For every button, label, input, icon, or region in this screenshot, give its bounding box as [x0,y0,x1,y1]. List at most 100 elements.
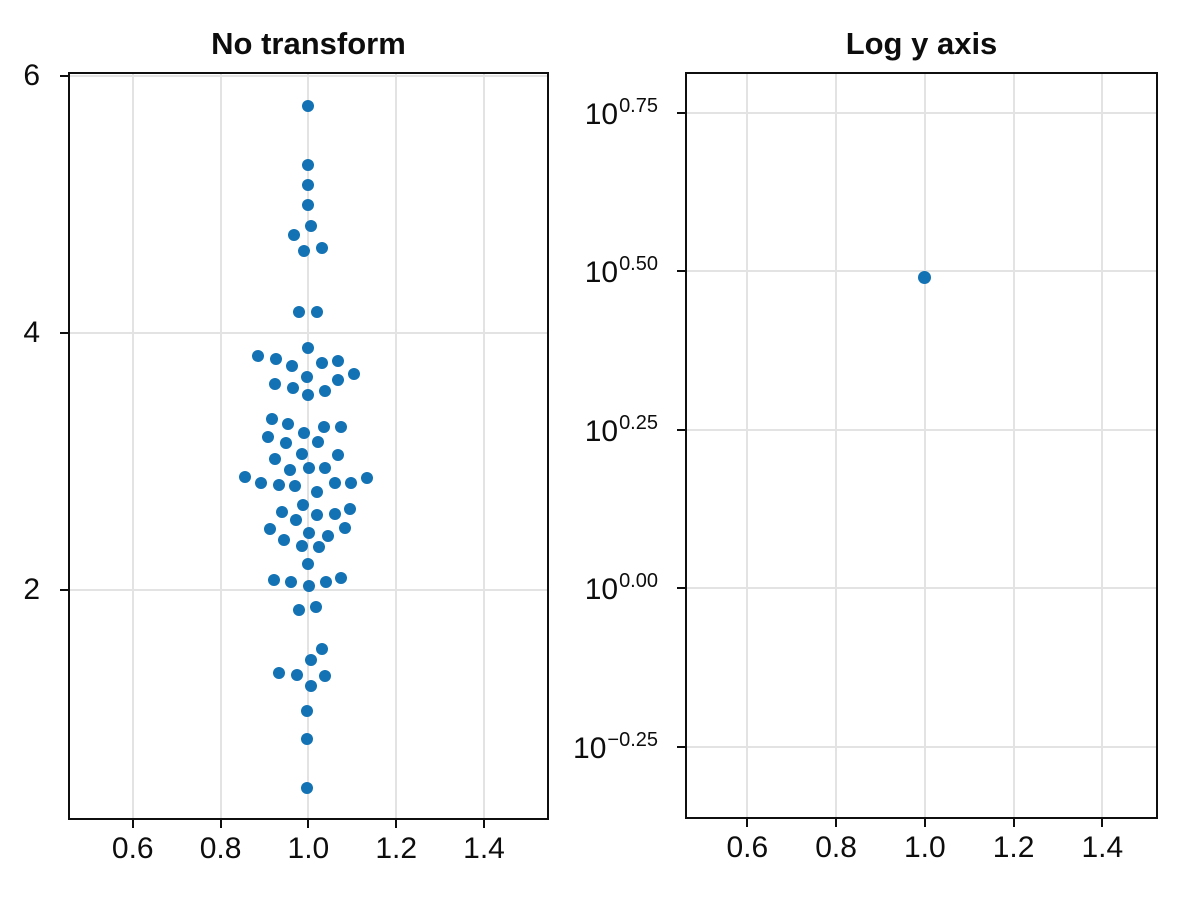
x-tick-label: 0.6 [111,832,154,865]
y-tick-mark [677,111,685,114]
x-tick-mark [219,820,222,828]
x-tick-label: 1.2 [992,831,1035,864]
scatter-dot [283,464,296,477]
x-tick-mark [1101,819,1104,827]
scatter-dot [302,461,315,474]
scatter-dot [292,604,305,617]
scatter-dot [335,572,348,585]
scatter-dot [282,418,295,431]
scatter-dot [335,420,348,433]
scatter-dot [301,342,314,355]
scatter-dot [301,99,314,112]
y-tick-exponent: 0.75 [619,94,658,117]
scatter-dot [301,198,314,211]
scatter-dot [312,436,325,449]
scatter-dot [276,505,289,518]
scatter-dot [285,576,298,589]
y-tick-exponent: 0.00 [619,570,658,593]
y-tick-label: 6 [23,59,40,93]
scatter-dot [268,573,281,586]
scatter-dot [331,355,344,368]
y-tick-label: 10−0.25 [495,728,658,765]
scatter-dot [318,461,331,474]
scatter-dot [301,179,314,192]
x-gridline [219,72,222,820]
y-tick-mark [677,745,685,748]
scatter-dot [263,523,276,536]
x-tick-mark [1012,819,1015,827]
y-tick-mark [60,75,68,78]
y-gridline [685,745,1158,748]
scatter-dot [328,477,341,490]
scatter-dot [278,533,291,546]
x-gridline [923,72,926,819]
scatter-dot [304,220,317,233]
scatter-dot [331,448,344,461]
scatter-dot [302,527,315,540]
y-tick-label: 4 [23,315,40,349]
scatter-dot [311,306,324,319]
scatter-dot [272,478,285,491]
y-tick-label: 100.25 [495,411,658,447]
x-tick-mark [131,820,134,828]
scatter-dot [309,600,322,613]
scatter-dot [288,229,301,242]
x-tick-mark [307,820,310,828]
scatter-dot [268,452,281,465]
scatter-dot [302,558,315,571]
y-tick-exponent: 0.25 [619,411,658,434]
scatter-dot [304,654,317,667]
y-tick-label: 2 [23,572,40,606]
x-gridline [746,72,749,819]
scatter-dot [238,470,251,483]
left-plot-title: No transform [211,26,406,61]
scatter-dot [272,667,285,680]
scatter-dot [290,668,303,681]
x-tick-label: 1.4 [1081,831,1124,864]
x-tick-label: 1.0 [903,831,946,864]
y-tick-mark [677,428,685,431]
x-tick-mark [395,820,398,828]
scatter-dot [348,368,361,381]
scatter-dot [286,360,299,373]
x-tick-mark [483,820,486,828]
y-tick-mark [677,270,685,273]
x-tick-label: 0.8 [815,831,857,864]
scatter-dot [312,541,325,554]
scatter-dot [344,477,357,490]
y-tick-label: 100.75 [495,94,658,130]
scatter-dot [318,669,331,682]
scatter-dot [315,642,328,655]
scatter-dot [328,508,341,521]
x-tick-label: 0.8 [199,832,242,865]
scatter-dot [297,427,310,440]
scatter-dot [289,479,302,492]
x-tick-label: 1.2 [375,832,418,865]
scatter-dot [297,499,310,512]
scatter-dot [301,781,314,794]
y-gridline [68,331,549,334]
left-plot-area [68,72,549,820]
y-tick-exponent: −0.25 [607,728,658,751]
scatter-dot [918,270,932,284]
scatter-dot [296,447,309,460]
scatter-dot [338,522,351,535]
scatter-dot [301,370,314,383]
scatter-dot [318,384,331,397]
scatter-dot [301,388,314,401]
scatter-dot [311,486,324,499]
scatter-dot [279,437,292,450]
scatter-dot [315,356,328,369]
scatter-dot [297,244,310,257]
scatter-dot [296,540,309,553]
y-tick-mark [60,588,68,591]
scatter-dot [270,352,283,365]
x-tick-mark [835,819,838,827]
x-gridline [307,72,310,820]
scatter-dot [255,477,268,490]
scatter-dot [289,514,302,527]
y-tick-base: 10 [573,731,607,765]
y-tick-label: 100.00 [495,570,658,605]
scatter-dot [311,509,324,522]
scatter-dot [361,472,374,485]
